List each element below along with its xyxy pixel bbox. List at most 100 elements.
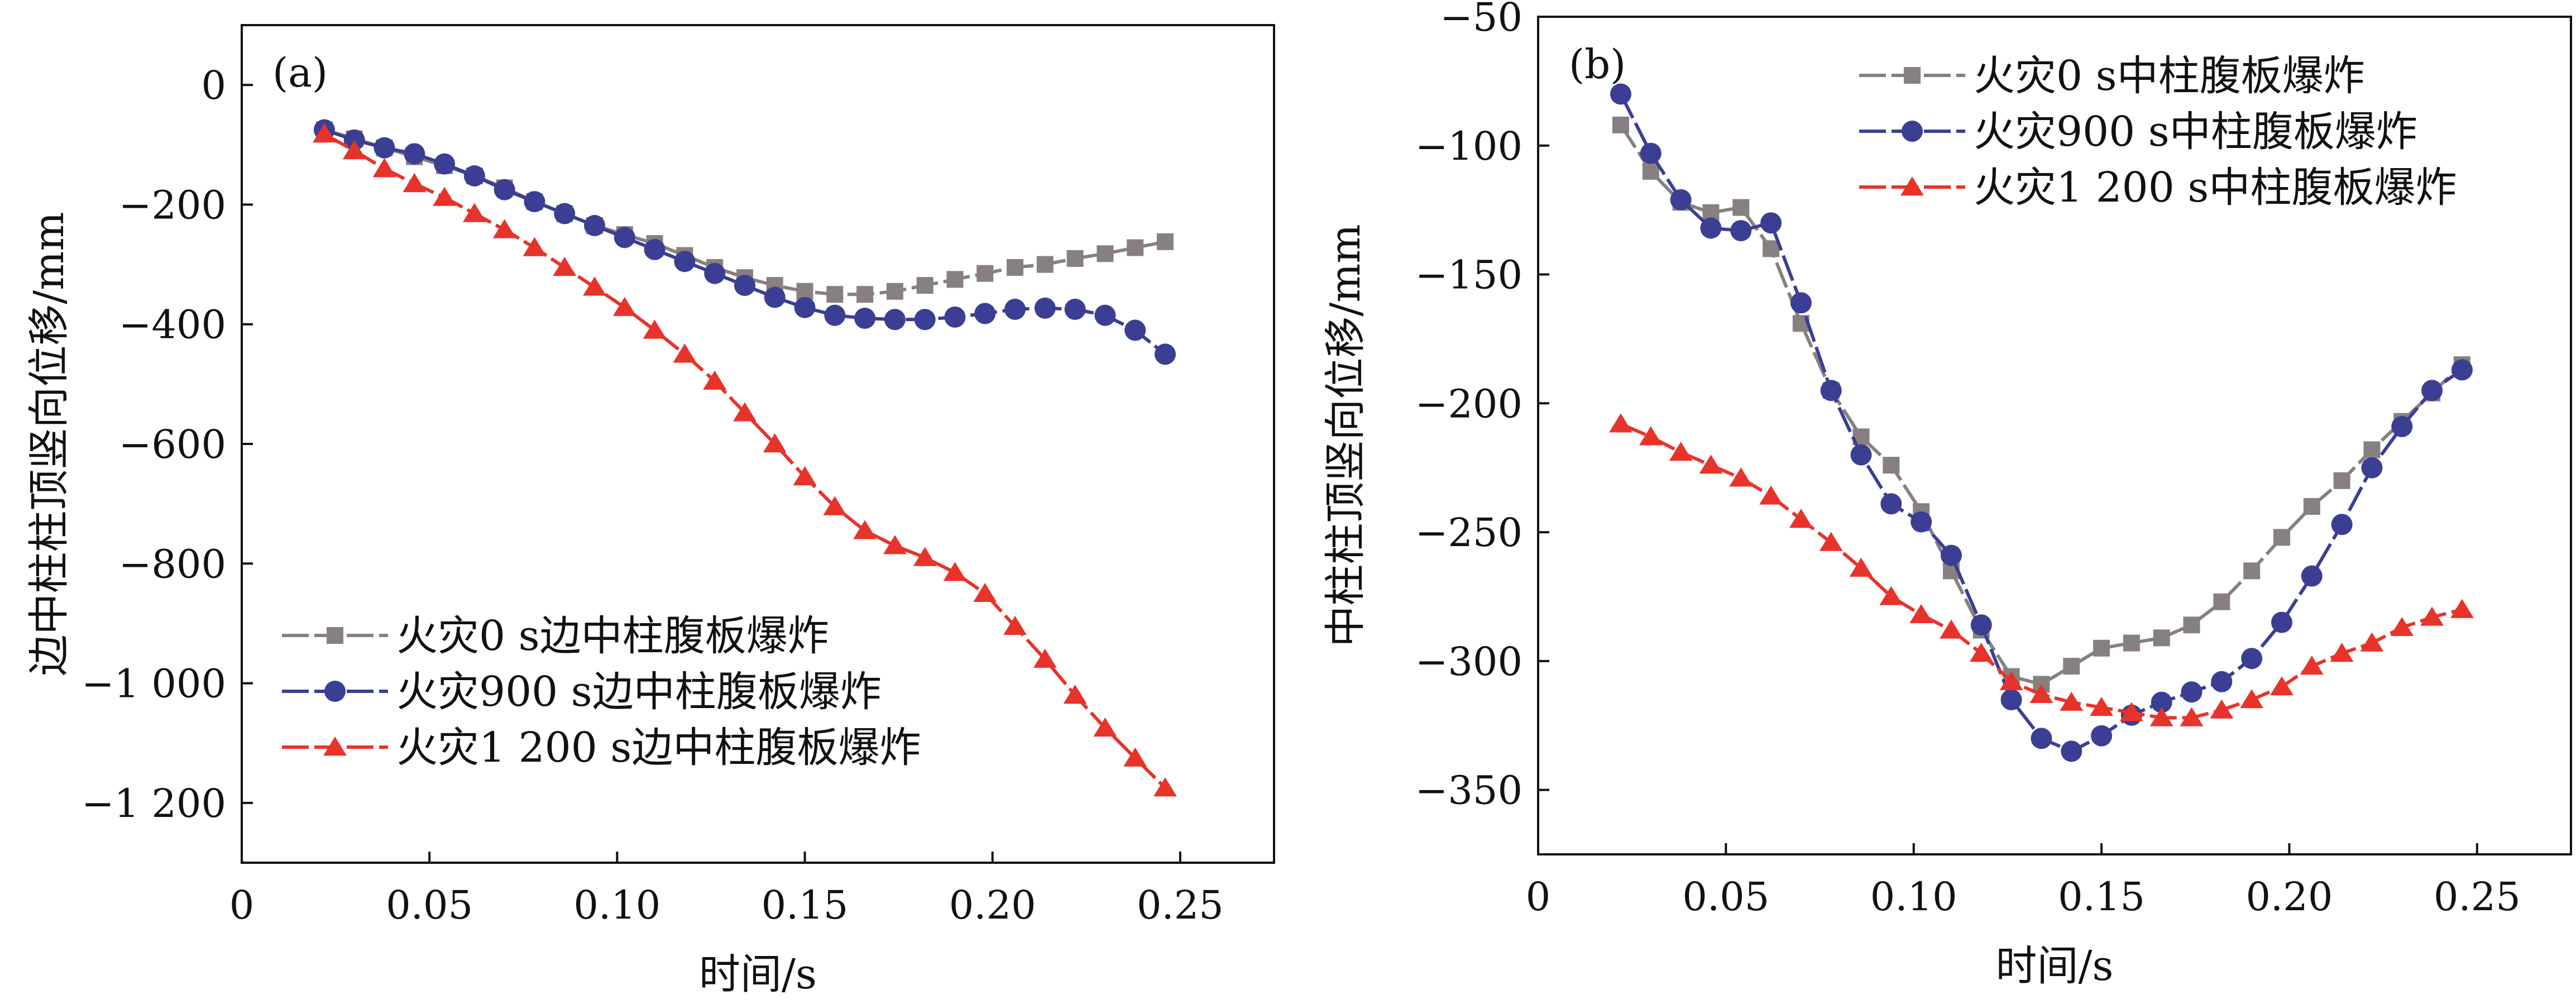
- x-tick-label: 0.25: [1137, 882, 1224, 928]
- x-axis-label: 时间/s: [1996, 942, 2114, 990]
- data-point: [1094, 304, 1116, 326]
- data-point: [823, 496, 847, 515]
- data-point: [434, 153, 456, 175]
- data-point: [1007, 259, 1024, 276]
- data-point: [1999, 671, 2023, 690]
- data-point: [1790, 292, 1812, 314]
- data-point: [946, 271, 964, 288]
- data-point: [1850, 444, 1872, 466]
- data-point: [1969, 643, 1993, 662]
- x-tick-label: 0: [1526, 874, 1551, 920]
- data-point: [2421, 380, 2443, 401]
- x-tick-label: 0.05: [1682, 874, 1769, 920]
- data-point: [1879, 586, 1903, 605]
- data-point: [1609, 413, 1632, 433]
- data-point: [1033, 648, 1057, 668]
- data-point: [583, 276, 606, 296]
- data-point: [433, 187, 456, 206]
- data-point: [404, 143, 425, 165]
- legend-marker: [327, 627, 343, 644]
- series-3: [313, 123, 1177, 797]
- legend-marker: [324, 681, 346, 702]
- y-tick-label: −50: [1440, 0, 1522, 40]
- legend-label: 火灾0 s中柱腹板爆炸: [1974, 52, 2365, 100]
- data-point: [2181, 681, 2202, 703]
- data-point: [1063, 685, 1087, 704]
- legend-label: 火灾900 s中柱腹板爆炸: [1974, 108, 2417, 156]
- data-point: [886, 283, 903, 300]
- data-point: [2000, 689, 2022, 711]
- data-point: [2240, 689, 2264, 709]
- data-point: [673, 343, 697, 363]
- y-tick-label: −1 200: [82, 781, 226, 826]
- data-point: [2363, 441, 2381, 458]
- data-point: [1004, 298, 1026, 320]
- data-point: [703, 370, 727, 390]
- data-point: [884, 309, 906, 331]
- y-axis-label: 中柱柱顶竖向位移/mm: [1321, 224, 1370, 647]
- data-point: [494, 179, 515, 200]
- data-point: [2273, 529, 2290, 546]
- data-point: [2450, 599, 2474, 618]
- data-point: [1639, 426, 1663, 446]
- data-point: [1669, 442, 1693, 461]
- data-point: [1941, 544, 1962, 566]
- plot-frame: [1537, 16, 2572, 855]
- data-point: [2333, 472, 2350, 489]
- data-point: [1970, 614, 1992, 636]
- data-point: [674, 251, 696, 272]
- panel-label: (a): [272, 49, 328, 96]
- data-point: [704, 262, 726, 284]
- data-point: [2330, 643, 2354, 662]
- data-point: [1066, 250, 1084, 267]
- data-point: [856, 286, 874, 303]
- data-point: [2213, 593, 2230, 610]
- y-tick-label: −800: [119, 541, 226, 587]
- data-point: [2149, 707, 2173, 726]
- y-tick-label: −350: [1415, 768, 1522, 814]
- data-point: [913, 547, 937, 566]
- y-tick-label: −150: [1415, 252, 1522, 298]
- data-point: [2390, 616, 2414, 637]
- x-tick-label: 0.15: [762, 882, 849, 928]
- data-point: [976, 265, 994, 282]
- data-point: [643, 319, 667, 339]
- data-point: [2063, 658, 2080, 675]
- legend-label: 火灾0 s边中柱腹板爆炸: [396, 612, 829, 660]
- data-point: [794, 297, 816, 318]
- chart-panel-a: 0 0.05 0.10 0.15 0.20 0.25 0 −200 −400 −600 −800 −1…: [25, 24, 1275, 998]
- data-point: [2210, 699, 2234, 719]
- x-tick-label: 0.05: [386, 882, 473, 928]
- x-tick-label: 0.10: [1870, 874, 1957, 920]
- data-point: [1883, 457, 1900, 474]
- data-point: [734, 275, 755, 297]
- data-point: [1820, 380, 1842, 401]
- series-2: [313, 119, 1176, 365]
- data-point: [2183, 616, 2200, 634]
- data-point: [584, 214, 606, 236]
- data-point: [1909, 604, 1933, 623]
- legend-marker: [323, 737, 347, 756]
- data-point: [2301, 565, 2323, 587]
- x-tick-label: 0.10: [573, 882, 660, 928]
- data-point: [372, 158, 396, 178]
- data-point: [2211, 671, 2233, 692]
- data-point: [943, 562, 967, 581]
- data-point: [554, 203, 576, 224]
- data-point: [1003, 615, 1027, 635]
- y-tick-label: −300: [1415, 639, 1522, 685]
- data-point: [854, 308, 876, 329]
- data-point: [1670, 189, 1692, 211]
- data-point: [524, 191, 545, 213]
- data-point: [1940, 619, 1963, 639]
- data-point: [973, 582, 997, 603]
- y-tick-label: −600: [119, 422, 226, 467]
- data-point: [2031, 728, 2052, 749]
- y-tick-label: −1 000: [82, 661, 226, 707]
- data-point: [1127, 239, 1144, 256]
- data-point: [2300, 656, 2324, 675]
- data-point: [2060, 691, 2084, 711]
- data-point: [1640, 142, 1662, 164]
